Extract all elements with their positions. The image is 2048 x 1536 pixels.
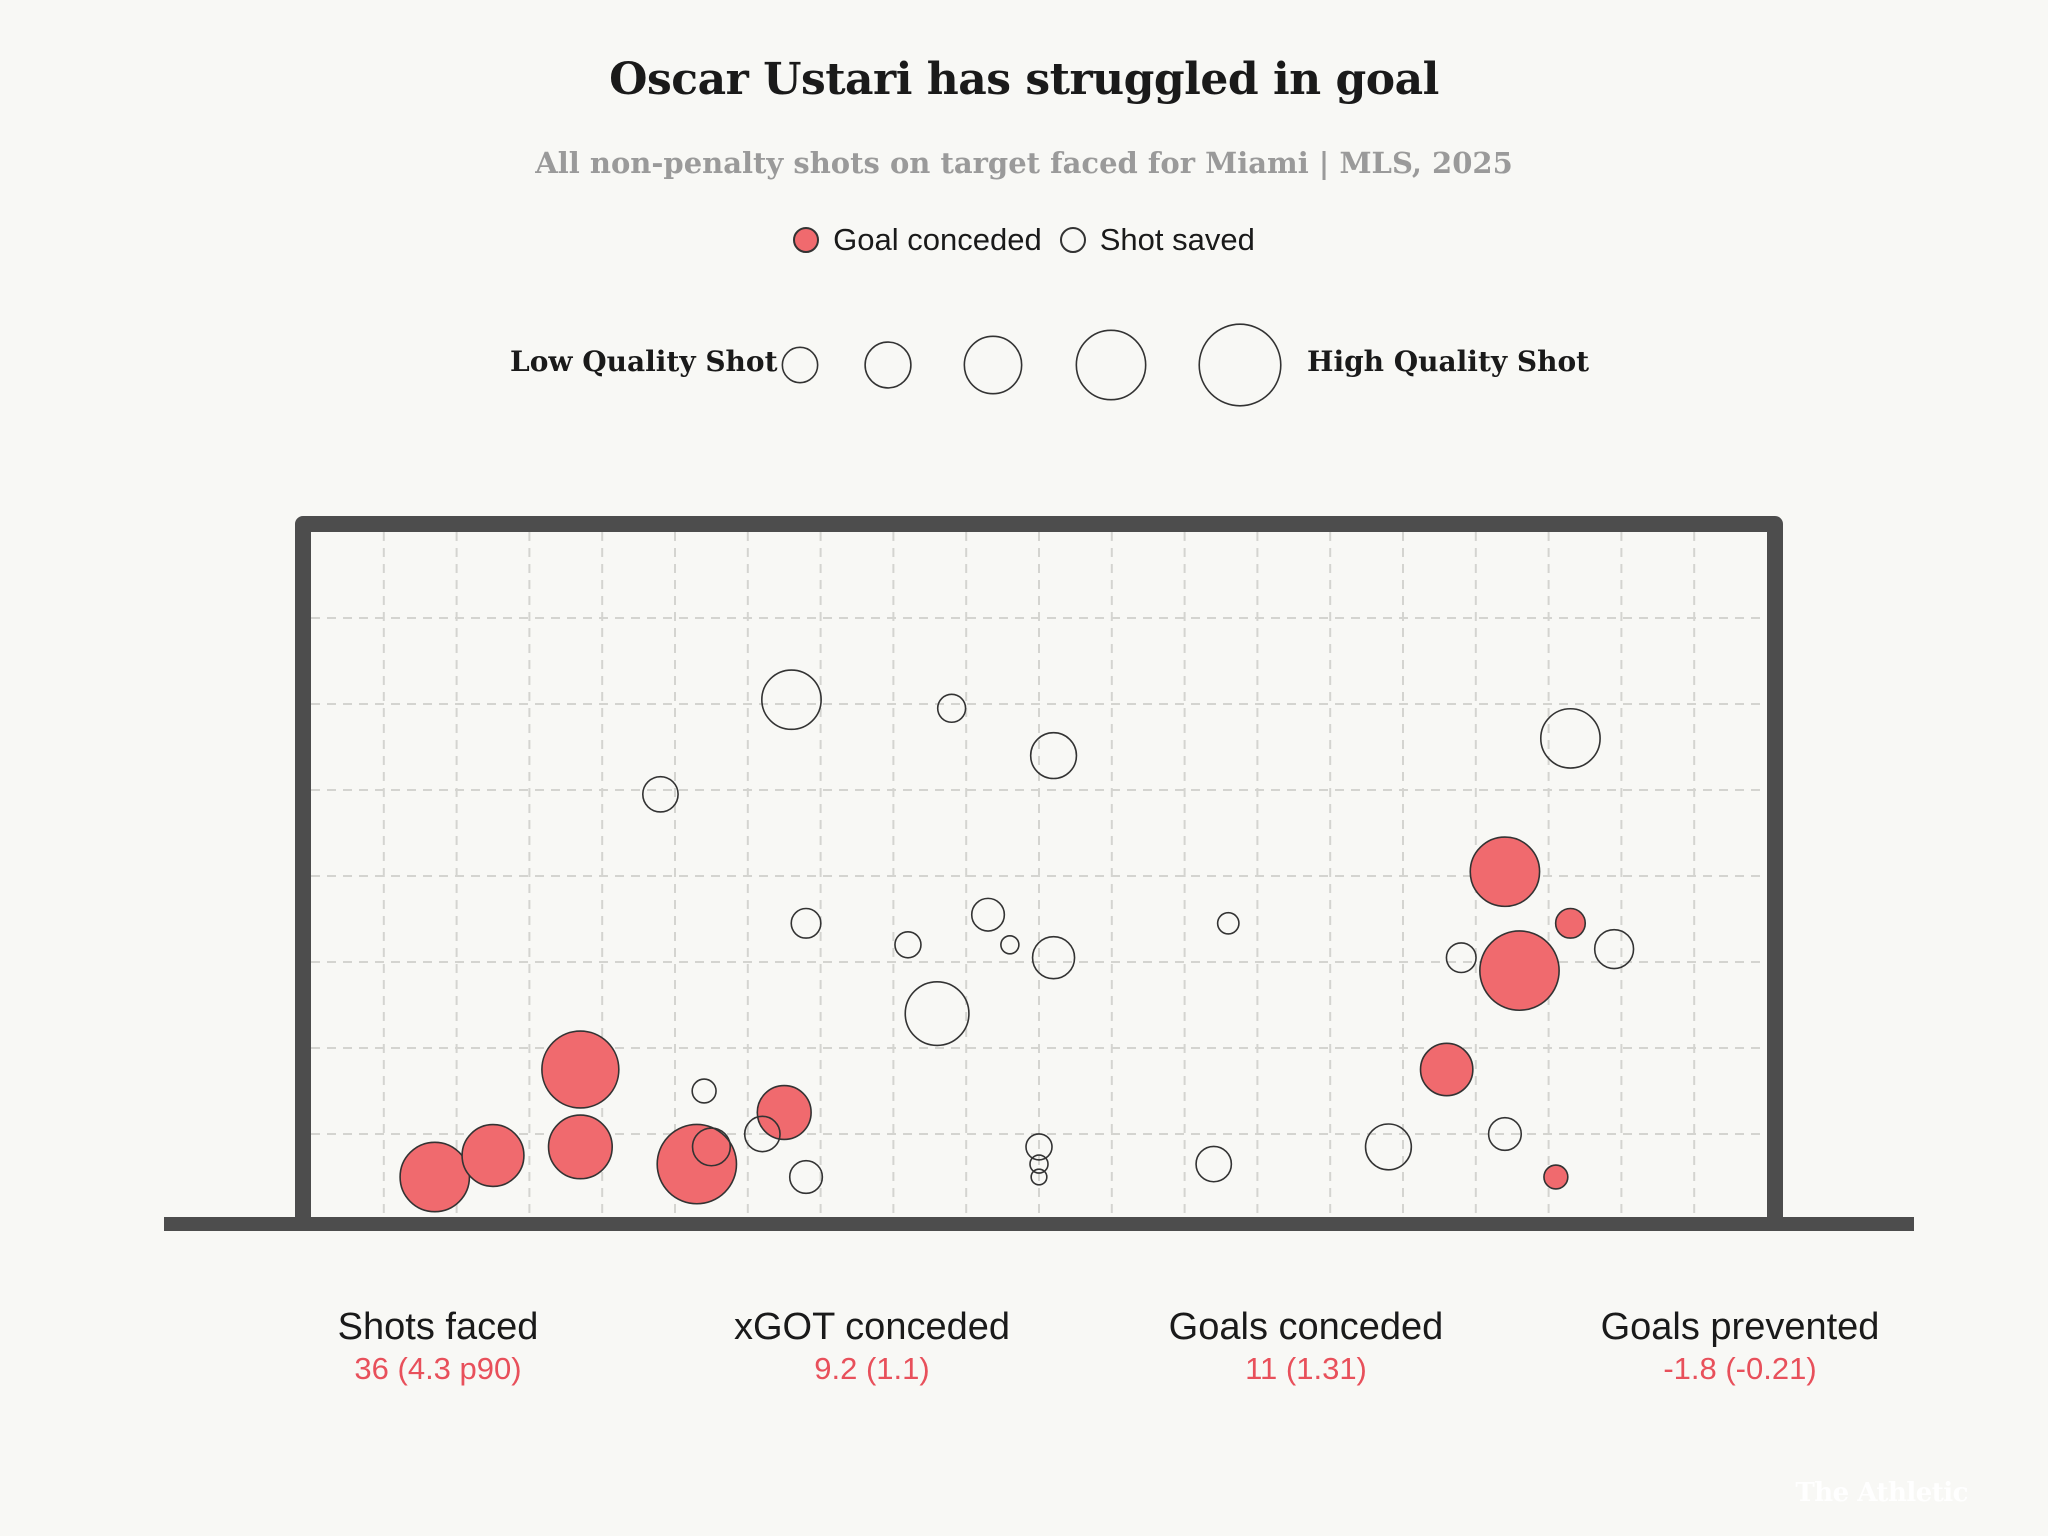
goal-swatch-icon: [793, 227, 820, 253]
stat-label: Shots faced: [337, 1306, 539, 1348]
goal-frame: [295, 516, 1783, 1220]
stat-xgot-conceded: xGOT conceded 9.2 (1.1): [662, 1306, 1082, 1387]
size-legend-circle: [781, 346, 819, 384]
shot-saved-bubble: [936, 693, 967, 724]
shot-saved-bubble: [790, 907, 822, 939]
shot-saved-bubble: [1216, 911, 1240, 935]
shot-saved-bubble: [761, 669, 822, 731]
shot-goal-bubble: [399, 1141, 471, 1213]
shot-saved-bubble: [970, 897, 1006, 932]
shot-saved-bubble: [1025, 1133, 1053, 1161]
size-legend-circle: [1198, 323, 1282, 407]
stat-label: xGOT conceded: [733, 1306, 1010, 1348]
legend-saved-label: Shot saved: [1099, 222, 1255, 257]
shot-saved-bubble: [904, 980, 970, 1047]
stat-value: 9.2 (1.1): [814, 1351, 930, 1386]
stat-value: 11 (1.31): [1245, 1351, 1367, 1386]
shot-goal-bubble: [461, 1123, 525, 1188]
shot-saved-bubble: [743, 1115, 781, 1153]
stat-goals-conceded: Goals conceded 11 (1.31): [1096, 1306, 1516, 1387]
shot-saved-bubble: [1029, 731, 1078, 780]
shot-saved-bubble: [1195, 1145, 1233, 1183]
shot-goal-bubble: [1479, 930, 1560, 1012]
shot-goal-bubble: [656, 1123, 738, 1205]
shot-saved-bubble: [894, 930, 922, 959]
shot-saved-bubble: [1445, 942, 1477, 974]
size-legend-circle: [864, 341, 912, 389]
shot-saved-bubble: [1000, 934, 1020, 955]
shot-goal-bubble: [756, 1084, 812, 1141]
legend-saved: Shot saved: [1059, 222, 1255, 258]
shot-saved-bubble: [641, 775, 679, 813]
publisher-credit: The Athletic: [1795, 1478, 1968, 1508]
legend-goal-label: Goal conceded: [833, 222, 1042, 257]
shot-goal-bubble: [1554, 907, 1587, 939]
size-legend-low-label: Low Quality Shot: [510, 345, 778, 378]
saved-swatch-icon: [1059, 227, 1086, 253]
shot-saved-bubble: [691, 1127, 732, 1167]
shot-saved-bubble: [1593, 928, 1635, 970]
stat-label: Goals prevented: [1600, 1306, 1880, 1348]
stat-goals-prevented: Goals prevented -1.8 (-0.21): [1530, 1306, 1950, 1387]
chart-title: Oscar Ustari has struggled in goal: [609, 54, 1439, 105]
shot-saved-bubble: [1030, 1168, 1048, 1186]
shot-saved-bubble: [1364, 1123, 1413, 1171]
shot-goal-bubble: [1543, 1164, 1569, 1190]
stat-label: Goals conceded: [1168, 1306, 1444, 1348]
shot-goal-bubble: [1469, 836, 1541, 908]
stat-shots-faced: Shots faced 36 (4.3 p90): [228, 1306, 648, 1387]
size-legend-high-label: High Quality Shot: [1307, 345, 1590, 378]
size-legend-circle: [1075, 329, 1147, 401]
stat-value: -1.8 (-0.21): [1663, 1351, 1817, 1386]
shot-saved-bubble: [788, 1159, 824, 1195]
chart-subtitle: All non-penalty shots on target faced fo…: [535, 146, 1513, 180]
shot-goal-bubble: [1419, 1042, 1474, 1097]
shot-saved-bubble: [1031, 935, 1076, 980]
shot-saved-bubble: [1487, 1116, 1523, 1152]
shot-saved-bubble: [1029, 1154, 1049, 1174]
shot-goal-bubble: [541, 1030, 620, 1109]
shot-goal-bubble: [547, 1114, 613, 1180]
stat-value: 36 (4.3 p90): [354, 1351, 522, 1386]
outcome-legend: Goal conceded Shot saved: [0, 222, 2048, 258]
shot-saved-bubble: [691, 1078, 717, 1104]
legend-goal: Goal conceded: [793, 222, 1042, 258]
shot-saved-bubble: [1539, 707, 1601, 769]
size-legend-circle: [963, 335, 1023, 395]
